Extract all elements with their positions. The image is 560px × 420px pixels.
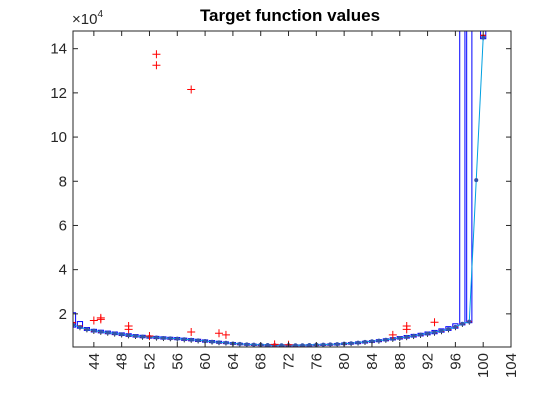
- mean-point: [77, 325, 82, 330]
- outlier-marker: [152, 61, 161, 70]
- mean-point: [293, 343, 298, 347]
- mean-point: [91, 328, 96, 333]
- mean-point: [376, 338, 381, 343]
- mean-point: [418, 332, 423, 337]
- x-tick-label: 96: [447, 353, 464, 370]
- mean-point: [119, 332, 124, 337]
- x-tick-label: 88: [392, 353, 409, 370]
- y-tick-label: 12: [50, 85, 67, 102]
- y-tick-label: 4: [59, 262, 67, 279]
- x-tick-label: 84: [364, 353, 381, 370]
- mean-point: [203, 339, 208, 344]
- mean-point: [432, 330, 437, 335]
- mean-point: [481, 35, 486, 40]
- mean-point: [300, 343, 305, 347]
- mean-point: [168, 336, 173, 341]
- outlier-marker: [430, 318, 439, 327]
- y-tick-label: 6: [59, 217, 67, 234]
- x-tick-label: 64: [225, 353, 242, 370]
- mean-point: [467, 319, 472, 324]
- y-tick-label: 14: [50, 41, 67, 58]
- mean-point: [335, 342, 340, 347]
- mean-point: [133, 333, 138, 338]
- x-tick-label: 92: [420, 353, 437, 370]
- x-tick-label: 68: [253, 353, 270, 370]
- plot-content: [73, 31, 487, 347]
- outlier-marker: [187, 85, 196, 94]
- mean-line: [73, 37, 484, 346]
- outlier-marker: [152, 50, 161, 59]
- mean-point: [112, 331, 117, 336]
- mean-point: [307, 343, 312, 347]
- axes-frame: [72, 30, 512, 348]
- plot-area: [73, 31, 487, 347]
- y-multiplier-exponent: 4: [97, 9, 103, 20]
- outlier-marker: [402, 325, 411, 334]
- mean-point: [404, 334, 409, 339]
- y-tick-label: 8: [59, 173, 67, 190]
- mean-point: [154, 335, 159, 340]
- mean-point: [446, 327, 451, 332]
- mean-point: [84, 327, 89, 332]
- x-tick-label: 60: [197, 353, 214, 370]
- mean-point: [356, 340, 361, 345]
- mean-point: [210, 339, 215, 344]
- x-tick-label: 44: [86, 353, 103, 370]
- mean-point: [189, 337, 194, 342]
- outlier-marker: [124, 325, 133, 334]
- x-tick-label: 56: [169, 353, 186, 370]
- x-tick-label: 48: [114, 353, 131, 370]
- mean-point: [328, 342, 333, 347]
- mean-point: [383, 337, 388, 342]
- mean-point: [397, 335, 402, 340]
- mean-point: [161, 335, 166, 340]
- mean-point: [265, 343, 270, 347]
- mean-point: [217, 340, 221, 345]
- mean-point: [349, 341, 354, 346]
- mean-point: [182, 337, 187, 342]
- mean-point: [321, 342, 326, 347]
- outlier-marker: [221, 330, 230, 339]
- x-tick-label: 80: [336, 353, 353, 370]
- mean-point: [223, 340, 228, 345]
- y-multiplier-base: ×10: [72, 11, 97, 28]
- mean-point: [244, 342, 249, 347]
- x-tick-label: 104: [503, 353, 520, 378]
- mean-point: [175, 336, 180, 341]
- outlier-marker: [388, 330, 397, 339]
- mean-point: [474, 178, 479, 183]
- mean-point: [126, 333, 131, 338]
- mean-point: [196, 338, 201, 343]
- mean-point: [425, 331, 430, 336]
- x-tick-label: 100: [475, 353, 492, 378]
- outlier-marker: [96, 313, 105, 322]
- x-tick-label: 76: [308, 353, 325, 370]
- mean-point: [453, 324, 458, 329]
- chart-title: Target function values: [200, 6, 380, 25]
- mean-point: [439, 328, 444, 333]
- mean-point: [460, 321, 465, 326]
- mean-point: [279, 343, 284, 347]
- y-tick-label: 10: [50, 129, 67, 146]
- mean-point: [237, 341, 242, 346]
- box: [459, 31, 466, 326]
- outlier-marker: [145, 331, 154, 340]
- mean-point: [140, 334, 145, 339]
- outlier-marker: [270, 340, 279, 347]
- outlier-marker: [215, 329, 223, 338]
- x-tick-label: 72: [281, 353, 298, 370]
- outlier-marker: [187, 327, 196, 336]
- outlier-marker: [89, 316, 98, 325]
- y-tick-label: 2: [59, 306, 67, 323]
- mean-point: [105, 330, 110, 335]
- y-multiplier: ×104: [72, 9, 103, 28]
- mean-point: [251, 342, 256, 347]
- mean-point: [369, 339, 374, 344]
- mean-point: [411, 333, 416, 338]
- mean-point: [363, 339, 367, 344]
- mean-point: [98, 329, 103, 334]
- x-tick-label: 52: [141, 353, 158, 370]
